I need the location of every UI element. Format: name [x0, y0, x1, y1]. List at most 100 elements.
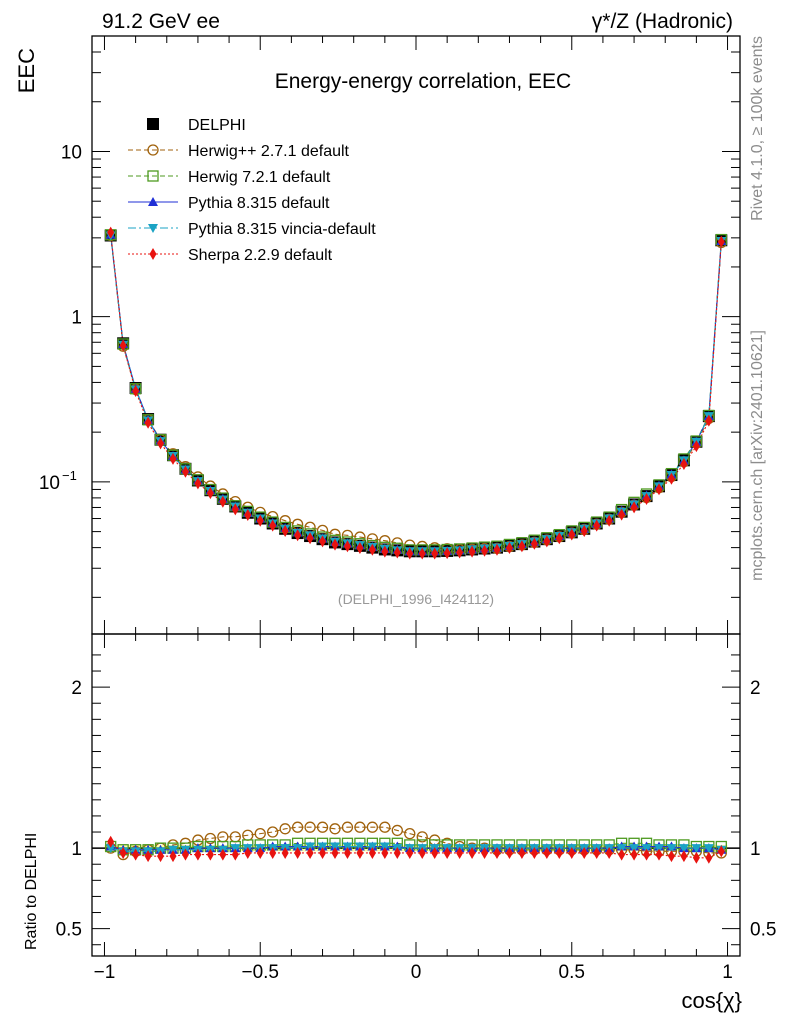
ratio-point	[418, 846, 426, 859]
ratio-line	[110, 842, 722, 851]
x-tick-label: −1	[94, 962, 116, 983]
y-tick-label: 1	[71, 308, 82, 329]
legend-marker	[149, 248, 157, 260]
main-y-axis-label: EEC	[14, 48, 39, 93]
ratio-point	[530, 846, 538, 859]
y-tick-label: 10	[61, 142, 82, 163]
legend-label: Pythia 8.315 default	[188, 195, 330, 212]
ratio-point	[379, 821, 391, 833]
y-tick-exponent: −1	[62, 468, 77, 483]
ratio-point	[119, 846, 127, 859]
ratio-point	[356, 846, 364, 859]
ratio-point	[493, 846, 501, 859]
mc-point	[132, 384, 140, 397]
legend-marker	[147, 170, 159, 182]
mc-point	[381, 545, 389, 558]
mcplots-label: mcplots.cern.ch [arXiv:2401.10621]	[749, 330, 766, 581]
ratio-point	[678, 844, 689, 854]
ratio-point	[306, 846, 314, 859]
ratio-point	[181, 848, 189, 861]
analysis-watermark: (DELPHI_1996_I424112)	[338, 591, 494, 607]
ratio-point	[304, 821, 316, 833]
ratio-point	[294, 846, 302, 859]
legend-label: Herwig 7.2.1 default	[188, 169, 331, 186]
ratio-point	[643, 848, 651, 861]
ratio-point	[279, 823, 291, 835]
y-tick-label: 10	[39, 473, 60, 494]
ratio-point	[580, 846, 588, 859]
mc-point	[692, 440, 700, 453]
mc-point	[281, 524, 289, 537]
mc-point	[294, 529, 302, 542]
ratio-point	[692, 851, 700, 864]
rivet-version-label: Rivet 4.1.0, ≥ 100k events	[749, 36, 766, 221]
ratio-y-axis-label: Ratio to DELPHI	[23, 833, 40, 950]
mc-point	[356, 542, 364, 555]
mc-point	[144, 416, 152, 429]
ratio-point	[406, 846, 414, 859]
ratio-point	[391, 824, 403, 837]
mc-point	[543, 535, 551, 548]
ratio-point	[157, 850, 165, 863]
ratio-point	[144, 850, 152, 863]
mc-point	[568, 528, 576, 541]
legend-marker	[147, 144, 159, 156]
mc-point	[618, 508, 626, 521]
mc-point	[331, 538, 339, 551]
legend-marker	[147, 118, 159, 130]
legend-label: Sherpa 2.2.9 default	[188, 247, 333, 264]
legend-label: Pythia 8.315 vincia-default	[188, 221, 376, 238]
mc-point	[593, 519, 601, 532]
ratio-point	[219, 848, 227, 861]
x-axis-label: cos{χ}	[682, 988, 742, 1013]
mc-point	[343, 540, 351, 553]
ratio-point	[416, 831, 428, 843]
mc-point	[705, 414, 713, 427]
ratio-point	[319, 846, 327, 859]
chart-title: Energy-energy correlation, EEC	[275, 70, 571, 93]
ratio-point	[443, 846, 451, 859]
mc-point	[580, 524, 588, 537]
mc-point	[518, 540, 526, 553]
ratio-point	[206, 848, 214, 861]
ratio-point	[555, 846, 563, 859]
legend: DELPHI Herwig++ 2.7.1 default Herwig 7.2.1…	[128, 117, 376, 264]
mc-point	[717, 235, 725, 248]
ratio-point	[105, 844, 116, 854]
ratio-point	[703, 844, 714, 854]
mc-point	[319, 535, 327, 548]
legend-marker	[148, 197, 158, 206]
mc-point	[368, 543, 376, 556]
mc-point	[443, 547, 451, 560]
ratio-y-tick-label: 2	[71, 678, 82, 699]
ratio-point	[244, 846, 252, 859]
ratio-point	[618, 848, 626, 861]
x-tick-label: 1	[722, 962, 733, 983]
ratio-point	[717, 845, 725, 858]
ratio-point	[366, 821, 379, 833]
header-right: γ*/Z (Hadronic)	[592, 10, 733, 33]
ratio-y-tick-label-right: 0.5	[750, 920, 776, 941]
ratio-point	[404, 827, 416, 840]
ratio-point	[481, 846, 489, 859]
ratio-point	[393, 846, 401, 859]
mc-point	[481, 544, 489, 557]
ratio-point	[381, 846, 389, 859]
mc-point	[194, 477, 202, 490]
mc-point	[680, 458, 688, 471]
mc-point	[655, 483, 663, 496]
mc-point	[169, 452, 177, 465]
x-tick-label: 0.5	[559, 962, 585, 983]
mc-point	[630, 501, 638, 514]
ratio-point	[568, 846, 576, 859]
ratio-point	[593, 846, 601, 859]
mc-point	[456, 546, 464, 559]
ratio-point	[630, 848, 638, 861]
mc-point	[505, 542, 513, 555]
ratio-point	[281, 846, 289, 859]
ratio-point	[316, 821, 329, 833]
ratio-point	[667, 850, 675, 863]
mc-point	[393, 546, 401, 559]
ratio-y-tick-label: 1	[71, 839, 82, 860]
